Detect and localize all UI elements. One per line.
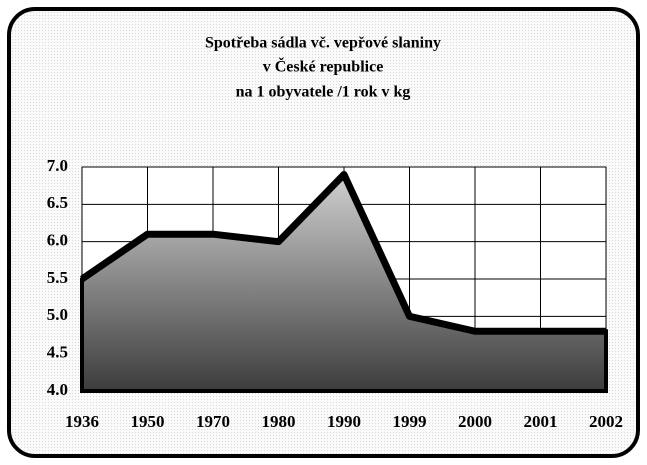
chart-title: na 1 obyvatele /1 rok v kg (236, 84, 411, 101)
area-line (80, 170, 606, 335)
chart-title: Spotřeba sádla vč. vepřové slaniny (205, 35, 441, 52)
x-tick-label: 1936 (65, 412, 99, 431)
y-tick-label: 5.5 (47, 268, 68, 287)
x-tick-label: 2002 (589, 412, 623, 431)
x-tick-label: 1999 (393, 412, 427, 431)
y-tick-label: 6.5 (47, 193, 68, 212)
chart-title: v České republice (263, 57, 384, 76)
y-tick-label: 6.0 (47, 231, 68, 250)
x-tick-label: 2000 (458, 412, 492, 431)
x-tick-label: 1970 (196, 412, 230, 431)
y-tick-label: 5.0 (47, 305, 68, 324)
y-tick-label: 4.0 (47, 380, 68, 399)
x-tick-label: 1990 (327, 412, 361, 431)
y-tick-label: 7.0 (47, 156, 68, 175)
x-tick-label: 1980 (262, 412, 296, 431)
x-tick-label: 1950 (131, 412, 165, 431)
x-tick-label: 2001 (524, 412, 558, 431)
y-tick-label: 4.5 (47, 343, 68, 362)
